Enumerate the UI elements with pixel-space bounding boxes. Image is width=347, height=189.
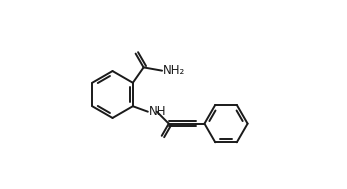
Text: NH₂: NH₂: [163, 64, 185, 77]
Text: NH: NH: [149, 105, 166, 118]
